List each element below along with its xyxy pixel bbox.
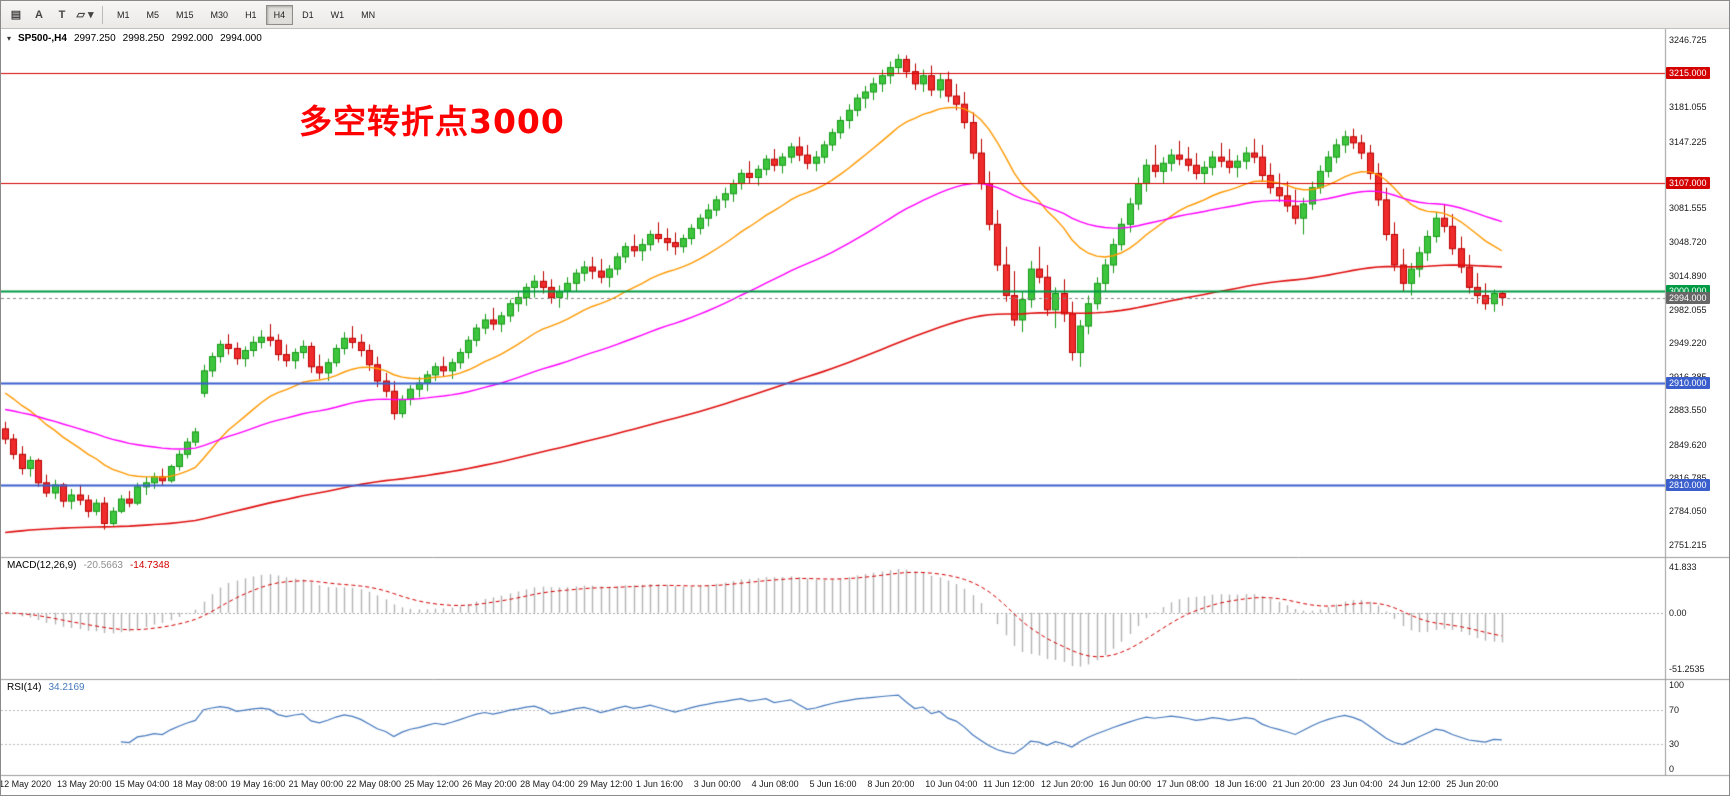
time-axis-label: 21 May 00:00 xyxy=(288,779,344,789)
rsi-panel-header: RSI(14) 34.2169 xyxy=(7,682,85,693)
macd-panel-header: MACD(12,26,9) -20.5663 -14.7348 xyxy=(7,560,169,571)
price-axis-label: 3246.725 xyxy=(1669,35,1707,46)
price-axis-label: 3014.890 xyxy=(1669,271,1707,282)
price-axis-label: 2784.050 xyxy=(1669,506,1707,517)
timeframe-m30-button[interactable]: M30 xyxy=(203,5,237,25)
ohlc-low: 2992.000 xyxy=(171,33,214,44)
time-axis-label: 11 Jun 12:00 xyxy=(983,779,1035,789)
time-axis-label: 25 Jun 20:00 xyxy=(1446,779,1499,789)
time-axis-label: 4 Jun 08:00 xyxy=(751,779,799,789)
time-axis-label: 18 Jun 16:00 xyxy=(1214,779,1267,789)
shapes-tool-button[interactable]: ▱ ▾ xyxy=(74,5,96,25)
time-axis-label: 15 May 04:00 xyxy=(114,779,170,789)
time-axis-label: 19 May 16:00 xyxy=(230,779,286,789)
time-axis-label: 23 Jun 04:00 xyxy=(1330,779,1383,789)
macd-label: MACD(12,26,9) xyxy=(7,560,77,571)
rsi-axis-label: 0 xyxy=(1669,764,1675,774)
price-axis-label: 2916.385 xyxy=(1669,372,1707,382)
price-axis-label: 3081.555 xyxy=(1669,203,1707,214)
time-axis-label: 25 May 12:00 xyxy=(404,779,459,789)
price-level-badge: 2810.000 xyxy=(1666,478,1710,491)
price-axis-label: 3181.055 xyxy=(1669,102,1707,113)
ohlc-high: 2998.250 xyxy=(122,33,165,44)
time-axis-label: 29 May 12:00 xyxy=(577,779,633,789)
timeframe-group: M1 M5 M15 M30 H1 H4 D1 W1 MN xyxy=(109,4,383,25)
time-axis-label: 5 Jun 16:00 xyxy=(809,779,857,789)
timeframe-m5-button[interactable]: M5 xyxy=(139,5,168,25)
price-level-badge: 3215.000 xyxy=(1666,66,1710,79)
rsi-label: RSI(14) xyxy=(7,682,42,693)
macd-signal-value: -14.7348 xyxy=(129,560,170,571)
time-axis-label: 12 May 2020 xyxy=(0,779,52,789)
collapse-triangle-icon[interactable]: ▾ xyxy=(7,34,12,43)
time-axis-label: 17 Jun 08:00 xyxy=(1156,779,1209,789)
timeframe-h4-button[interactable]: H4 xyxy=(265,4,294,25)
price-axis-label: 2751.215 xyxy=(1669,539,1707,550)
rsi-axis-label: 70 xyxy=(1669,705,1680,716)
price-axis-label: 3048.720 xyxy=(1669,236,1707,247)
time-axis-label: 13 May 20:00 xyxy=(57,779,112,789)
time-axis-label: 16 Jun 00:00 xyxy=(1098,779,1151,789)
toolbar-separator xyxy=(102,5,103,24)
price-level-badge: 2910.000 xyxy=(1666,377,1710,390)
price-axis-label: 2816.785 xyxy=(1669,472,1707,483)
time-axis-label: 3 Jun 00:00 xyxy=(693,779,741,789)
drawing-tools-group: ▤ A T ▱ ▾ xyxy=(5,5,96,25)
timeframe-m1-button[interactable]: M1 xyxy=(109,5,138,25)
price-chart-canvas[interactable] xyxy=(1,29,1729,795)
symbol-label: SP500-,H4 xyxy=(18,33,67,44)
macd-axis-label: -51.2535 xyxy=(1669,663,1705,674)
time-axis-label: 18 May 08:00 xyxy=(172,779,228,789)
price-axis-label: 3147.225 xyxy=(1669,136,1707,147)
price-axis-label: 2849.620 xyxy=(1669,439,1707,450)
time-axis-label: 22 May 08:00 xyxy=(346,779,401,789)
price-axis-label: 2982.055 xyxy=(1669,304,1707,315)
macd-axis-label: 0.00 xyxy=(1669,607,1687,618)
macd-axis-label: 41.833 xyxy=(1669,562,1697,573)
ohlc-open: 2997.250 xyxy=(73,33,116,44)
price-axis-label: 2949.220 xyxy=(1669,338,1707,349)
macd-main-value: -20.5663 xyxy=(83,560,123,571)
chart-objects-tool-button[interactable]: ▤ xyxy=(5,5,27,25)
time-axis-label: 28 May 04:00 xyxy=(520,779,575,789)
time-axis-label: 26 May 20:00 xyxy=(462,779,517,789)
time-axis-label: 8 Jun 20:00 xyxy=(867,779,915,789)
time-axis-label: 10 Jun 04:00 xyxy=(925,779,978,789)
timeframe-h1-button[interactable]: H1 xyxy=(237,5,265,25)
time-axis-label: 12 Jun 20:00 xyxy=(1041,779,1094,789)
ohlc-close: 2994.000 xyxy=(220,33,262,44)
timeframe-d1-button[interactable]: D1 xyxy=(294,5,322,25)
rsi-axis-label: 30 xyxy=(1669,738,1680,749)
chart-area[interactable]: ▾ SP500-,H4 2997.250 2998.250 2992.000 2… xyxy=(0,29,1729,795)
rsi-axis-label: 100 xyxy=(1669,680,1685,690)
price-level-badge: 3107.000 xyxy=(1666,176,1710,189)
text-tool-button[interactable]: T xyxy=(51,5,73,25)
toolbar: ▤ A T ▱ ▾ M1 M5 M15 M30 H1 H4 D1 W1 MN xyxy=(1,1,1729,29)
rsi-value: 34.2169 xyxy=(48,682,85,693)
chart-annotation-text[interactable]: 多空转折点3000 xyxy=(299,102,565,141)
text-label-tool-button[interactable]: A xyxy=(28,5,50,25)
price-axis-label: 2883.550 xyxy=(1669,404,1707,415)
timeframe-mn-button[interactable]: MN xyxy=(353,5,383,25)
chart-symbol-header: ▾ SP500-,H4 2997.250 2998.250 2992.000 2… xyxy=(7,33,262,44)
time-axis-label: 21 Jun 20:00 xyxy=(1272,779,1325,789)
time-axis-label: 1 Jun 16:00 xyxy=(635,779,683,789)
timeframe-w1-button[interactable]: W1 xyxy=(323,5,353,25)
timeframe-m15-button[interactable]: M15 xyxy=(168,5,202,25)
current-price-badge: 2994.000 xyxy=(1666,291,1710,304)
time-axis-label: 24 Jun 12:00 xyxy=(1388,779,1441,789)
